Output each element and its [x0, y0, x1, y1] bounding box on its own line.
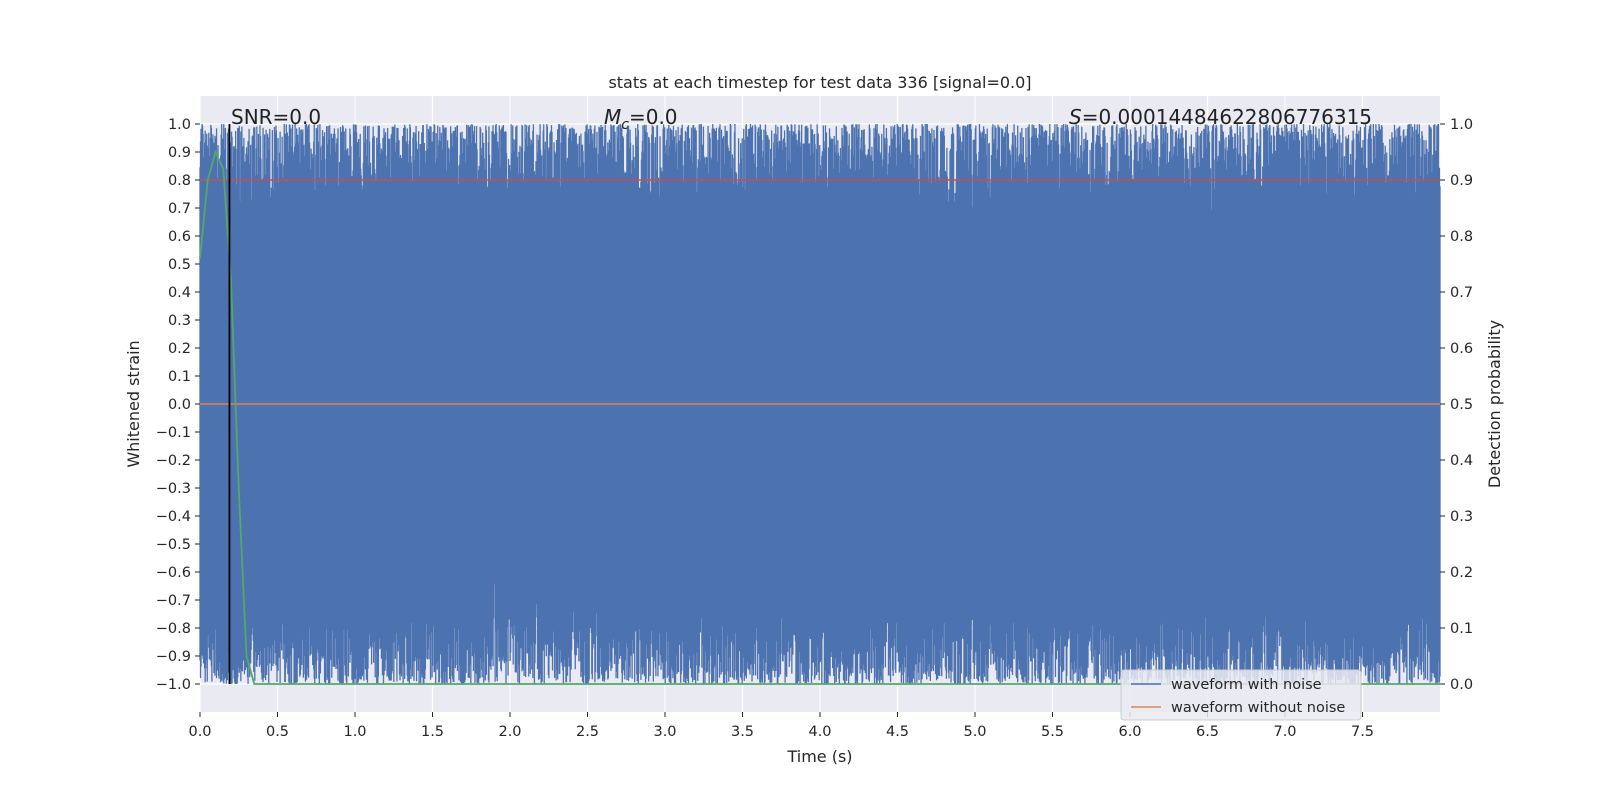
y-left-tick-label: 0.2: [168, 341, 191, 357]
x-tick-label: 2.5: [576, 724, 599, 740]
y-left-tick-label: −0.8: [156, 621, 191, 637]
y-left-tick-label: 0.1: [168, 369, 191, 385]
x-tick-label: 3.0: [653, 724, 676, 740]
y-left-tick-label: 0.8: [168, 173, 191, 189]
s-annotation: S=0.00014484622806776315: [1069, 105, 1372, 129]
chirp-mass-annotation: Mc=0.0: [604, 105, 678, 133]
y-left-tick-label: −0.3: [156, 481, 191, 497]
x-tick-label: 4.5: [886, 724, 909, 740]
x-axis-label: Time (s): [786, 747, 852, 766]
x-tick-label: 1.0: [343, 724, 366, 740]
y-left-tick-label: 0.6: [168, 229, 191, 245]
y-right-tick-label: 0.7: [1450, 285, 1473, 301]
waveform-with-noise-line: [199, 123, 1441, 685]
y-left-tick-label: −0.2: [156, 453, 191, 469]
snr-annotation: SNR=0.0: [231, 105, 321, 129]
x-tick-label: 2.0: [498, 724, 521, 740]
x-tick-label: 6.5: [1196, 724, 1219, 740]
y-left-tick-label: −0.6: [156, 565, 191, 581]
y-left-tick-label: 1.0: [168, 117, 191, 133]
x-tick-label: 6.0: [1118, 724, 1141, 740]
y-left-tick-label: −0.1: [156, 425, 191, 441]
y-right-tick-label: 0.0: [1450, 677, 1473, 693]
y-right-tick-label: 0.2: [1450, 565, 1473, 581]
y-axis-left-label: Whitened strain: [124, 340, 143, 467]
tick-layer: 0.0 0.5 1.0 1.5 2.0 2.5 3.0 3.5 4.0 4.5 5.0 5.5 6.0 6…: [156, 117, 1473, 740]
legend-box: [1120, 669, 1362, 721]
y-right-tick-label: 0.3: [1450, 509, 1473, 525]
x-tick-label: 5.5: [1041, 724, 1064, 740]
y-right-tick-label: 0.4: [1450, 453, 1473, 469]
x-tick-label: 0.0: [188, 724, 211, 740]
x-tick-label: 0.5: [266, 724, 289, 740]
y-left-tick-label: 0.3: [168, 313, 191, 329]
x-tick-label: 1.5: [421, 724, 444, 740]
y-left-tick-label: 0.9: [168, 145, 191, 161]
detection-probability-line: [199, 149, 1440, 685]
legend-label-clean: waveform without noise: [1171, 700, 1345, 716]
y-left-tick-label: −0.9: [156, 649, 191, 665]
y-left-tick-label: 0.5: [168, 257, 191, 273]
y-left-tick-label: −0.4: [156, 509, 191, 525]
x-tick-label: 7.0: [1273, 724, 1296, 740]
y-right-tick-label: 1.0: [1450, 117, 1473, 133]
y-right-tick-label: 0.6: [1450, 341, 1473, 357]
y-right-tick-label: 0.1: [1450, 621, 1473, 637]
y-right-tick-label: 0.8: [1450, 229, 1473, 245]
x-tick-label: 3.5: [731, 724, 754, 740]
x-tick-label: 7.5: [1351, 724, 1374, 740]
y-left-tick-label: 0.7: [168, 201, 191, 217]
y-left-tick-label: −0.7: [156, 593, 191, 609]
y-left-tick-label: −1.0: [156, 677, 191, 693]
x-tick-label: 5.0: [963, 724, 986, 740]
y-right-tick-label: 0.9: [1450, 173, 1473, 189]
chart-title: stats at each timestep for test data 336…: [608, 73, 1031, 92]
x-tick-label: 4.0: [808, 724, 831, 740]
y-left-tick-label: 0.4: [168, 285, 191, 301]
y-axis-right-label: Detection probability: [1485, 320, 1504, 488]
legend-label-noise: waveform with noise: [1171, 677, 1322, 693]
y-right-tick-label: 0.5: [1450, 397, 1473, 413]
data-layer: [199, 123, 1441, 685]
legend: waveform with noise waveform without noi…: [1120, 669, 1362, 721]
y-left-tick-label: −0.5: [156, 537, 191, 553]
y-left-tick-label: 0.0: [168, 397, 191, 413]
